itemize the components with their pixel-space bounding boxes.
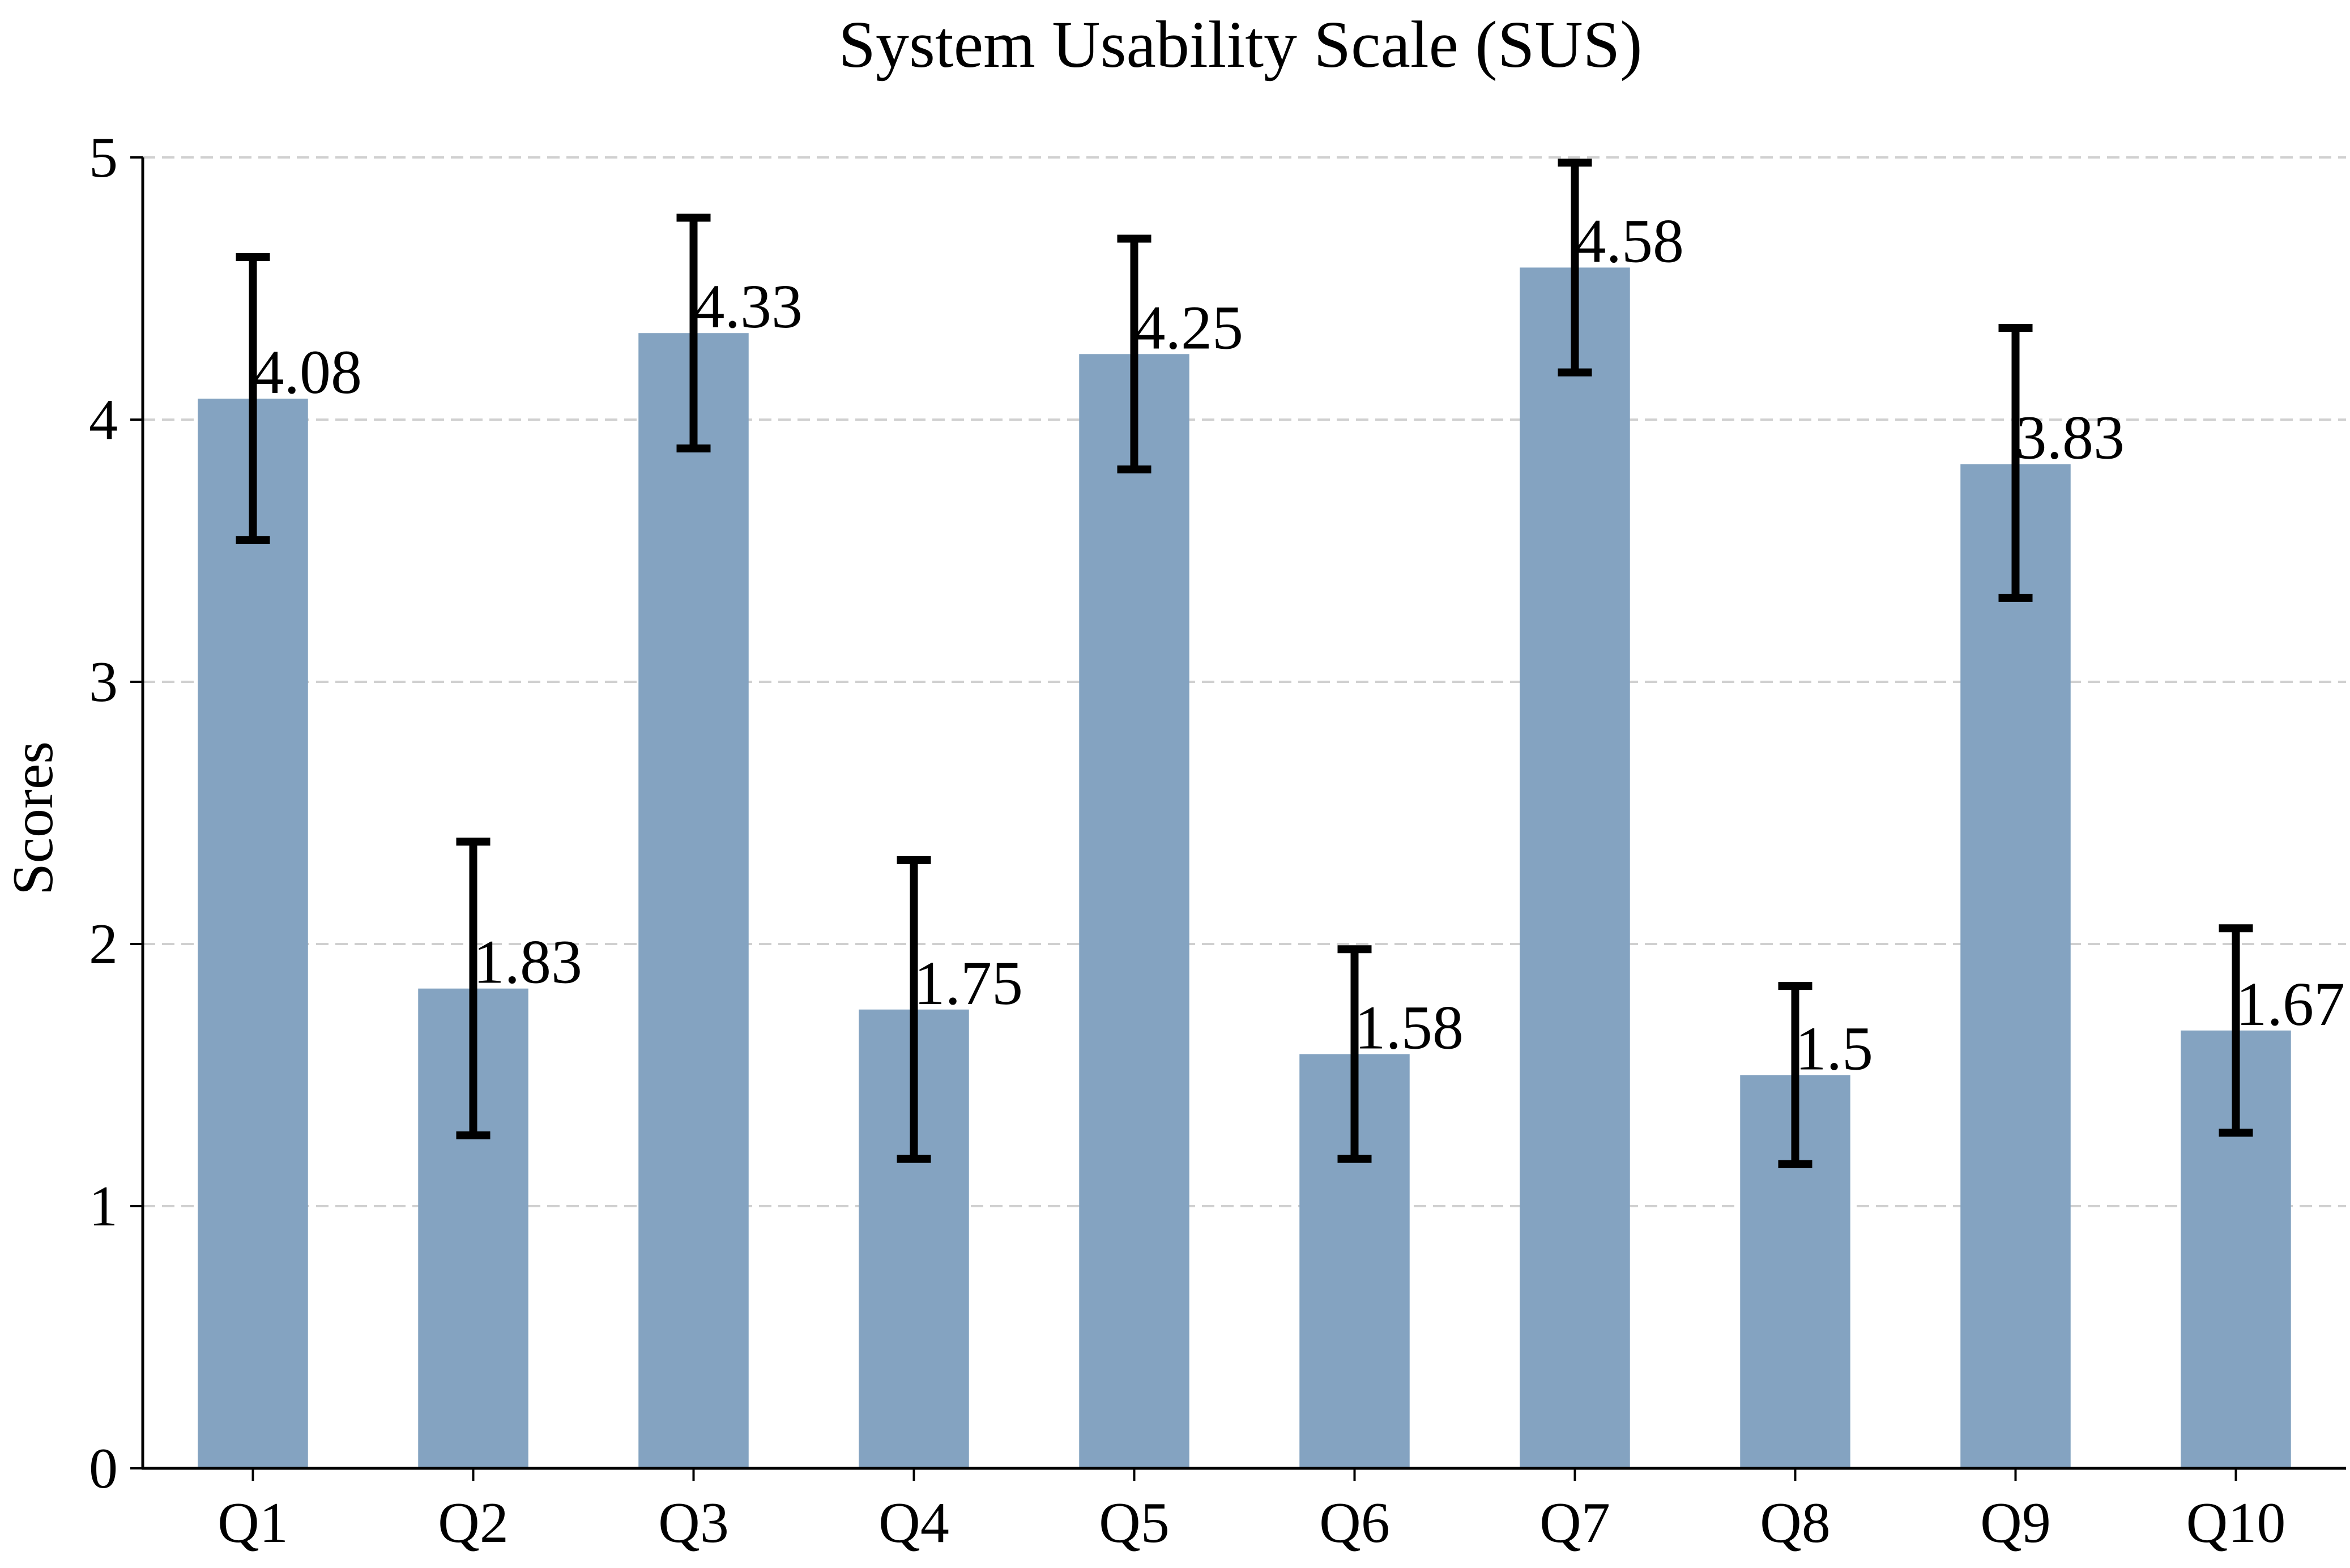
y-tick-label-5: 5 <box>89 126 118 190</box>
value-label-q2: 1.83 <box>474 928 583 997</box>
value-label-q6: 1.58 <box>1355 993 1464 1062</box>
value-label-q8: 1.5 <box>1795 1014 1874 1083</box>
x-tick-label-q2: Q2 <box>438 1491 509 1555</box>
x-tick-label-q8: Q8 <box>1760 1491 1831 1555</box>
value-label-q1: 4.08 <box>253 337 362 407</box>
x-tick-label-q9: Q9 <box>1980 1491 2051 1555</box>
x-tick-label-q6: Q6 <box>1319 1491 1390 1555</box>
x-tick-label-q4: Q4 <box>878 1491 949 1555</box>
y-tick-label-0: 0 <box>89 1437 118 1501</box>
y-ticks: 0 1 2 3 4 5 <box>89 126 143 1501</box>
bar-q9 <box>1960 464 2071 1469</box>
value-label-q10: 1.67 <box>2236 969 2345 1039</box>
error-bar-q4 <box>897 856 931 1163</box>
error-bar-q10 <box>2219 924 2253 1137</box>
value-label-q9: 3.83 <box>2016 403 2125 472</box>
y-tick-label-1: 1 <box>89 1174 118 1238</box>
y-axis-label: Scores <box>1 741 65 895</box>
error-bar-q9 <box>1998 323 2033 602</box>
error-bar-q3 <box>676 213 711 452</box>
error-bar-q2 <box>456 838 491 1139</box>
bar-q1 <box>198 398 308 1469</box>
bar-q3 <box>638 333 749 1469</box>
value-labels: 4.08 1.83 4.33 1.75 4.25 1.58 4.58 1.5 3.83 1.67 <box>253 206 2345 1083</box>
bar-q5 <box>1079 354 1189 1468</box>
axes <box>141 157 2346 1470</box>
error-bars <box>236 159 2253 1168</box>
x-tick-label-q10: Q10 <box>2186 1491 2286 1555</box>
error-bar-q6 <box>1337 945 1372 1163</box>
chart-title: System Usability Scale (SUS) <box>838 7 1642 82</box>
error-bar-q5 <box>1117 234 1151 473</box>
y-tick-label-3: 3 <box>89 650 118 714</box>
error-bar-q8 <box>1778 982 1812 1168</box>
y-tick-label-4: 4 <box>89 388 118 452</box>
x-tick-label-q1: Q1 <box>217 1491 288 1555</box>
x-tick-label-q5: Q5 <box>1099 1491 1170 1555</box>
bars <box>198 267 2291 1469</box>
value-label-q3: 4.33 <box>694 272 803 341</box>
value-label-q5: 4.25 <box>1135 293 1244 362</box>
error-bar-q7 <box>1558 159 1592 377</box>
bar-q7 <box>1520 267 1630 1469</box>
x-ticks: Q1 Q2 Q3 Q4 Q5 Q6 Q7 Q8 Q9 Q10 <box>217 1468 2285 1555</box>
y-tick-label-2: 2 <box>89 912 118 976</box>
value-label-q4: 1.75 <box>914 949 1023 1018</box>
error-bar-q1 <box>236 253 270 544</box>
x-tick-label-q3: Q3 <box>658 1491 729 1555</box>
value-label-q7: 4.58 <box>1575 206 1684 275</box>
x-tick-label-q7: Q7 <box>1539 1491 1610 1555</box>
